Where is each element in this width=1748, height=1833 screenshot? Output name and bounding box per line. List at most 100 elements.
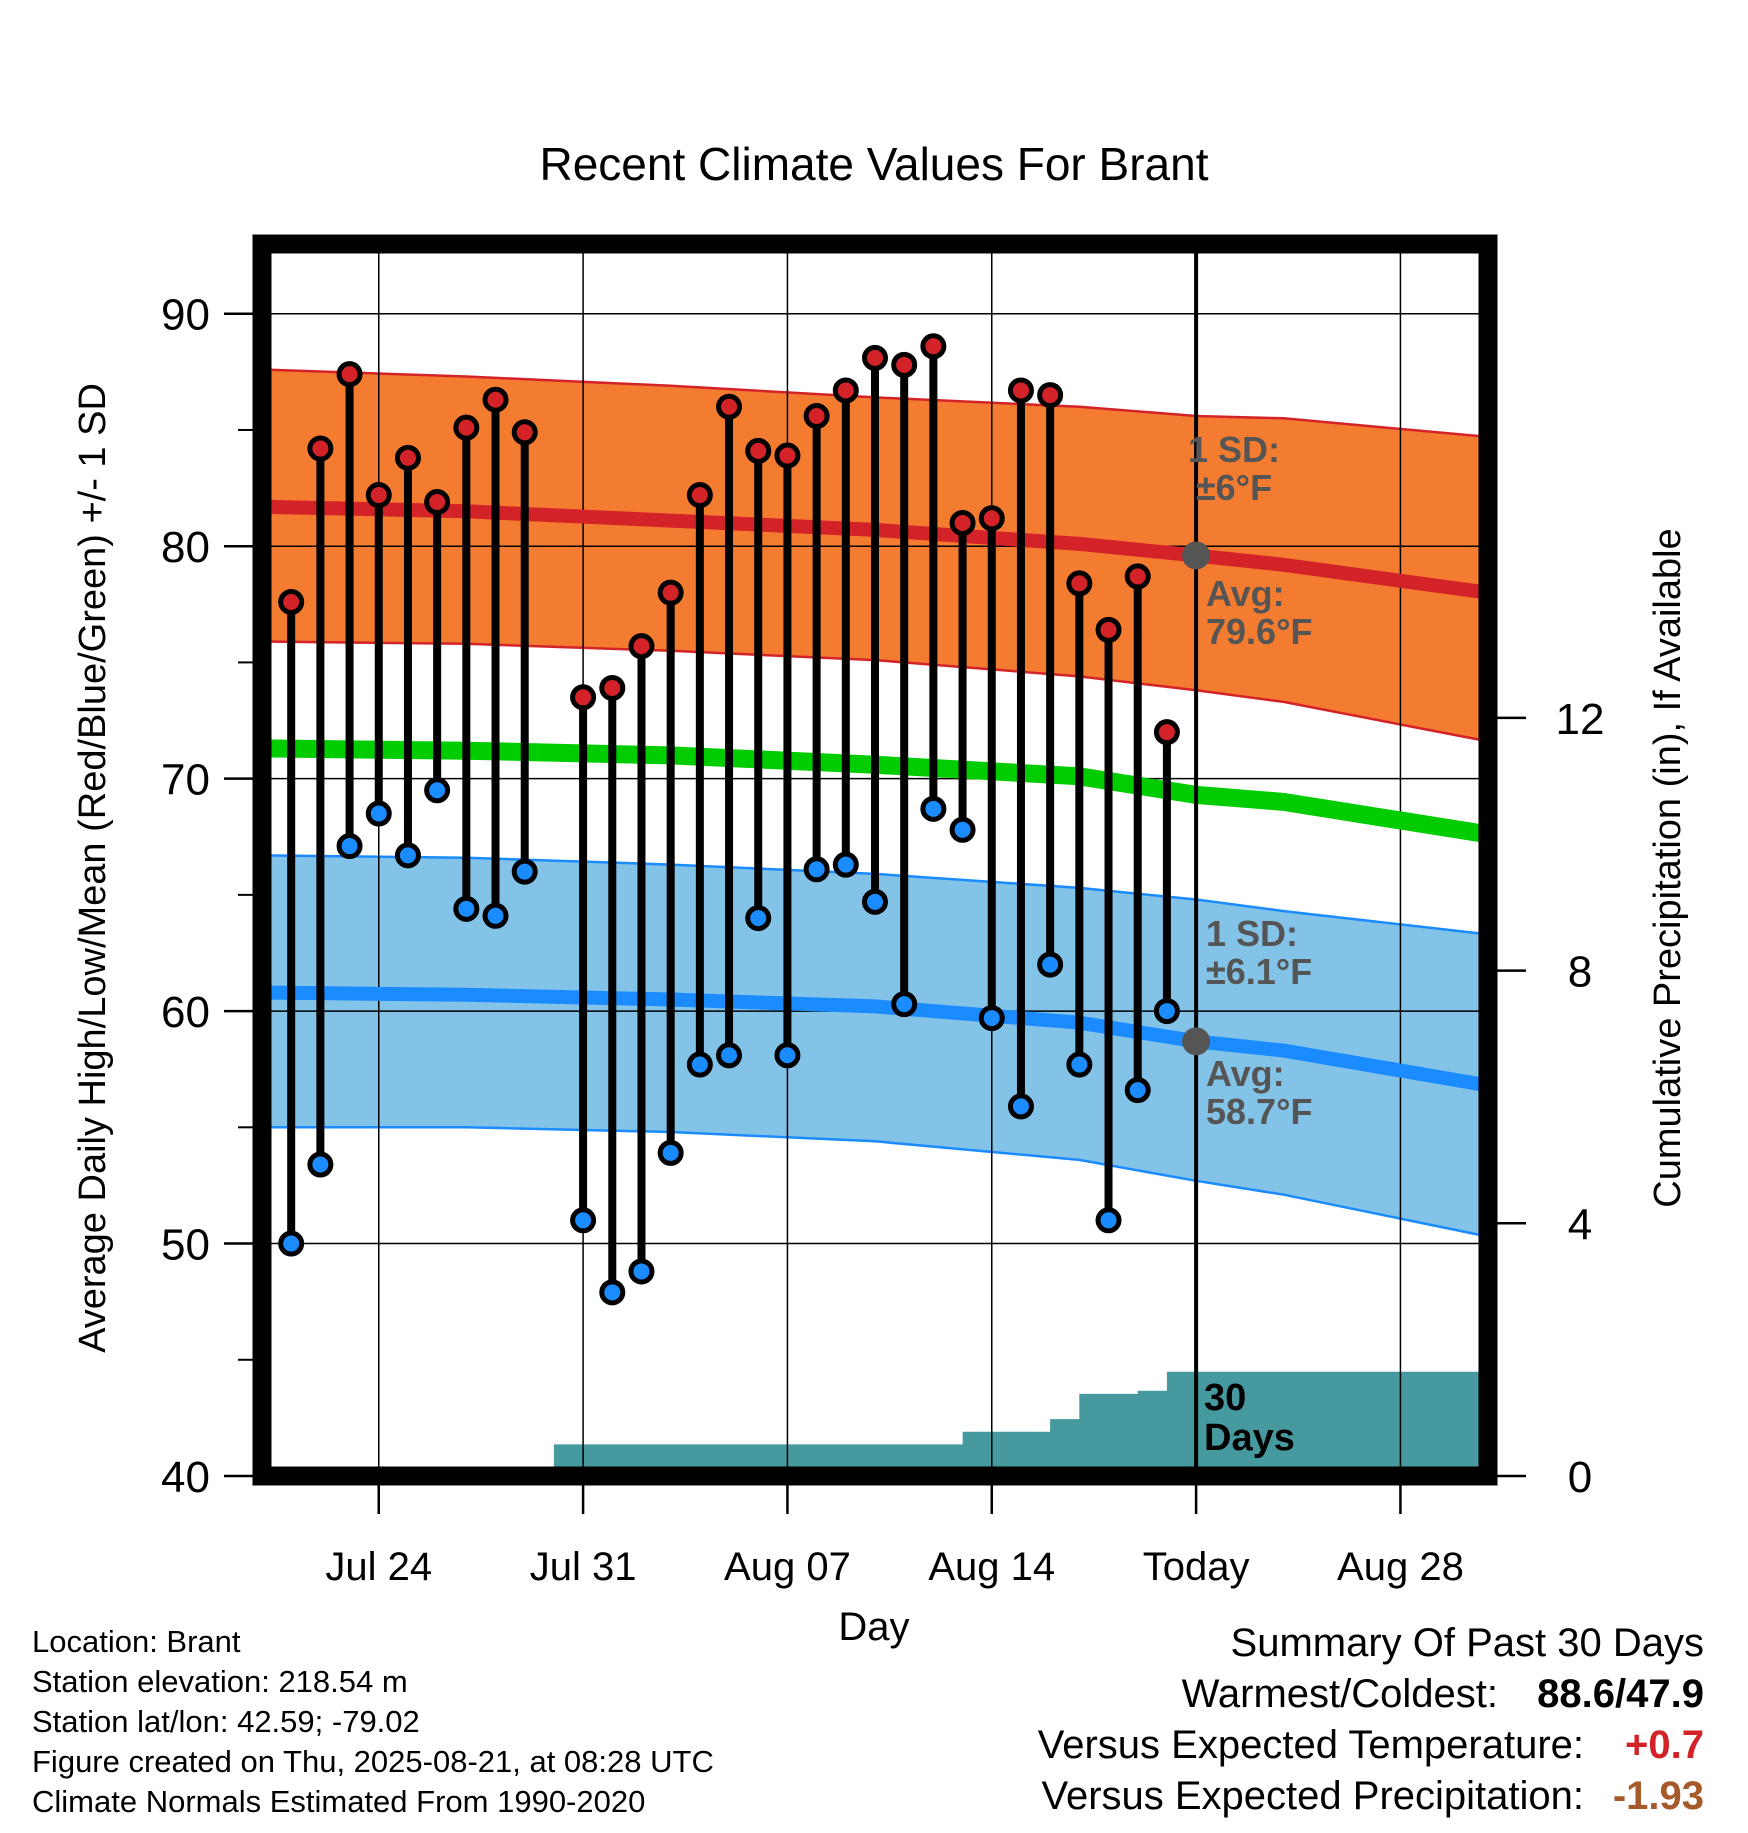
latlon-text: Station lat/lon: 42.59; -79.02 [32,1704,420,1739]
high-marker [599,674,626,701]
high-marker [1124,563,1151,590]
low-marker [1037,951,1064,978]
x-tick-label: Aug 07 [724,1545,851,1589]
y-tick-label: 60 [161,988,210,1037]
low-marker [716,1042,743,1069]
low-marker [453,895,480,922]
high-marker [424,489,451,516]
low-avg-annotation: Avg: 58.7°F [1206,1053,1312,1132]
y-tick-label: 90 [161,291,210,340]
y-tick-label: 50 [161,1221,210,1270]
low-marker [365,800,392,827]
low-marker [891,991,918,1018]
low-marker [482,902,509,929]
low-marker [774,1042,801,1069]
low-marker [862,888,888,915]
high-marker [832,377,859,404]
low-normal-line [261,985,1490,1093]
elevation-text: Station elevation: 218.54 m [32,1664,408,1699]
high-marker [394,444,421,471]
x-tick-label: Aug 28 [1337,1545,1464,1589]
high-marker [1066,570,1093,597]
high-normal-line [261,499,1489,600]
high-marker [453,414,480,441]
today-low-normal-dot [1182,1027,1211,1056]
high-band-lower-edge [261,640,1489,743]
high-marker [891,351,918,378]
low-marker [1124,1077,1151,1104]
chart-title: Recent Climate Values For Brant [540,138,1209,190]
normals-text: Climate Normals Estimated From 1990-2020 [32,1784,646,1819]
precip-departure-row: Versus Expected Precipitation: -1.93 [1038,1771,1704,1822]
high-marker [482,386,509,413]
low-avg-annotation-line: 58.7°F [1206,1091,1312,1132]
location-text: Location: Brant [32,1624,241,1659]
low-marker [657,1139,684,1166]
low-marker [803,856,830,883]
high-marker [570,684,597,711]
y2-tick-label: 12 [1556,695,1605,744]
high-sd-annotation: 1 SD: ±6°F [1188,429,1280,508]
low-marker [949,816,976,843]
low-marker [570,1207,597,1234]
high-marker [278,588,305,615]
high-marker [1007,377,1034,404]
plot-border [252,234,1498,1486]
high-marker [745,437,772,464]
high-marker [949,509,976,536]
low-marker [511,858,538,885]
y-axis-label: Average Daily High/Low/Mean (Red/Blue/Gr… [72,383,114,1353]
high-sd-annotation-line: ±6°F [1196,467,1272,508]
low-marker [832,851,859,878]
summary-panel: Summary Of Past 30 Days Warmest/Coldest:… [1038,1618,1704,1822]
summary-title: Summary Of Past 30 Days [1230,1621,1704,1665]
precip-area-fill [262,1371,1488,1476]
high-sd-annotation-line: 1 SD: [1188,429,1280,470]
warmest-coldest-value: 88.6/47.9 [1537,1672,1704,1716]
y2-axis-label: Cumulative Precipitation (in), If Availa… [1647,528,1689,1207]
low-sd-annotation: 1 SD: ±6.1°F [1206,913,1312,992]
high-marker [511,419,538,446]
low-marker [920,795,947,822]
x-tick-label: Aug 14 [928,1545,1055,1589]
high-marker [1095,616,1122,643]
normal-lines [261,244,1490,1476]
high-band-upper-edge [261,368,1489,439]
low-band-lower-edge [262,1126,1489,1238]
daily-markers [278,333,1211,1306]
high-marker [774,442,801,469]
high-marker [365,482,392,509]
low-marker [978,1005,1005,1032]
axes-ticks: 40 50 60 70 80 90 0 4 8 12 Jul 24 Jul 31 Aug 07 Aug 1… [161,291,1604,1589]
high-marker [1037,382,1064,409]
low-marker [307,1151,334,1178]
low-avg-annotation-line: Avg: [1206,1053,1285,1094]
precip-departure-value: -1.93 [1612,1774,1704,1818]
plot-frame [252,234,1498,1486]
temp-departure-label: Versus Expected Temperature: [1037,1723,1584,1767]
created-text: Figure created on Thu, 2025-08-21, at 08… [32,1744,714,1779]
low-sd-annotation-line: ±6.1°F [1206,951,1312,992]
high-marker [862,344,888,371]
low-marker [745,905,772,932]
daily-range-sticks [287,346,1171,1293]
low-marker [1007,1093,1034,1120]
low-marker [628,1258,655,1285]
low-marker [1066,1051,1093,1078]
precip-days-annotation-line: 30 [1204,1377,1246,1419]
precip-days-annotation-line: Days [1204,1417,1295,1459]
low-marker [278,1230,305,1257]
today-high-normal-dot [1182,541,1211,570]
high-avg-annotation-line: Avg: [1206,573,1285,614]
high-marker [1153,719,1180,746]
x-axis-label: Day [838,1605,909,1649]
low-marker [424,777,451,804]
precip-area [262,1371,1488,1476]
station-info: Location: Brant Station elevation: 218.5… [32,1622,714,1822]
high-marker [307,435,334,462]
high-marker [920,333,947,360]
y2-tick-label: 4 [1568,1200,1592,1249]
precip-days-annotation: 30 Days [1204,1377,1295,1459]
